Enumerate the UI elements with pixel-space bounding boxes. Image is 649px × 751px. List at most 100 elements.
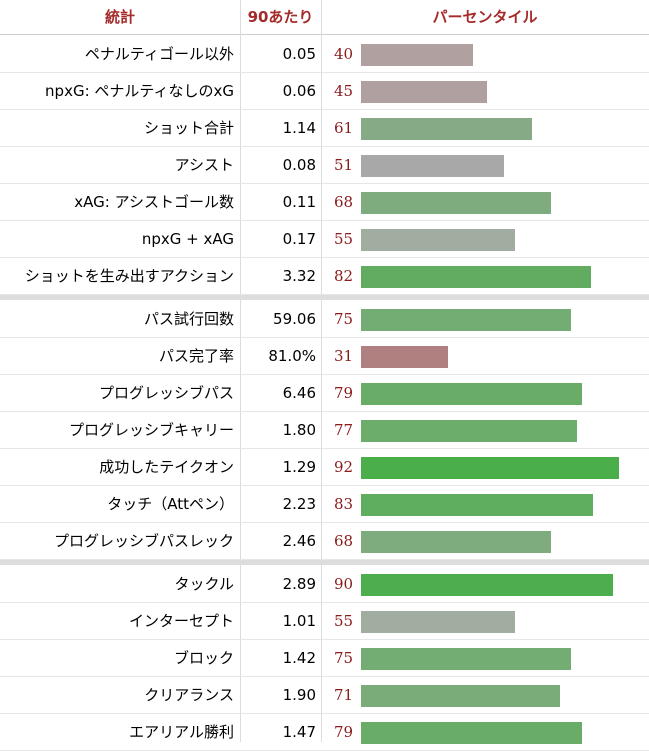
per90-value: 1.14 — [282, 119, 316, 137]
stat-name: プログレッシブパスレック — [53, 532, 234, 550]
table-row: インターセプト 1.01 55 — [0, 603, 649, 640]
table-row: ブロック 1.42 75 — [0, 640, 649, 677]
stat-name: プログレッシブキャリー — [68, 421, 234, 439]
per90-value: 0.11 — [282, 193, 316, 211]
per90-value: 1.29 — [282, 458, 316, 476]
percentile-bar — [361, 685, 560, 707]
percentile-bar — [361, 648, 571, 670]
stat-name: クリアランス — [144, 686, 234, 704]
per90-value: 59.06 — [273, 310, 316, 328]
percentile-value: 79 — [334, 384, 354, 402]
table-row: プログレッシブパス 6.46 79 — [0, 375, 649, 412]
stat-name: パス完了率 — [158, 347, 234, 365]
stat-name: タッチ（Attペン） — [107, 495, 234, 513]
percentile-value: 31 — [334, 347, 354, 365]
per90-value: 1.47 — [282, 723, 316, 741]
stat-name: npxG: ペナルティなしのxG — [45, 82, 234, 100]
percentile-bar — [361, 81, 487, 103]
percentile-value: 68 — [334, 532, 354, 550]
percentile-value: 92 — [334, 458, 354, 476]
table-row: ショット合計 1.14 61 — [0, 110, 649, 147]
stat-name: npxG + xAG — [141, 230, 234, 248]
header-percentile[interactable]: パーセンタイル — [432, 8, 538, 26]
percentile-value: 90 — [334, 575, 354, 593]
table-row: プログレッシブパスレック 2.46 68 — [0, 523, 649, 560]
percentile-bar — [361, 457, 619, 479]
stat-name: ショットを生み出すアクション — [24, 267, 234, 285]
percentile-value: 77 — [334, 421, 354, 439]
percentile-bar — [361, 383, 582, 405]
per90-value: 2.46 — [282, 532, 316, 550]
table-row: パス完了率 81.0% 31 — [0, 338, 649, 375]
percentile-value: 68 — [334, 193, 354, 211]
table-row: エアリアル勝利 1.47 79 — [0, 714, 649, 751]
per90-value: 2.89 — [282, 575, 316, 593]
percentile-value: 40 — [334, 45, 354, 63]
table-row: タッチ（Attペン） 2.23 83 — [0, 486, 649, 523]
per90-value: 81.0% — [268, 347, 316, 365]
percentile-value: 71 — [334, 686, 354, 704]
percentile-bar — [361, 574, 613, 596]
per90-value: 0.06 — [282, 82, 316, 100]
per90-value: 1.80 — [282, 421, 316, 439]
percentile-bar — [361, 44, 473, 66]
percentile-value: 82 — [334, 267, 354, 285]
table-row: タックル 2.89 90 — [0, 566, 649, 603]
table-row: ペナルティゴール以外 0.05 40 — [0, 36, 649, 73]
percentile-bar — [361, 192, 551, 214]
per90-value: 0.17 — [282, 230, 316, 248]
section-separator — [0, 560, 649, 565]
percentile-value: 55 — [334, 230, 354, 248]
percentile-bar — [361, 611, 515, 633]
per90-value: 2.23 — [282, 495, 316, 513]
stat-name: パス試行回数 — [143, 310, 234, 328]
stat-name: xAG: アシストゴール数 — [74, 193, 234, 211]
per90-value: 3.32 — [282, 267, 316, 285]
stat-name: ペナルティゴール以外 — [84, 45, 234, 63]
percentile-value: 51 — [334, 156, 354, 174]
per90-value: 0.05 — [282, 45, 316, 63]
table-row: xAG: アシストゴール数 0.11 68 — [0, 184, 649, 221]
per90-value: 6.46 — [282, 384, 316, 402]
percentile-bar — [361, 155, 504, 177]
stat-name: ショット合計 — [143, 119, 234, 137]
stat-name: タックル — [174, 575, 234, 593]
percentile-bar — [361, 266, 591, 288]
percentile-bar — [361, 229, 515, 251]
per90-value: 1.42 — [282, 649, 316, 667]
percentile-value: 79 — [334, 723, 354, 741]
stat-name: ブロック — [173, 649, 234, 667]
column-divider — [321, 0, 322, 742]
stat-name: エアリアル勝利 — [129, 723, 234, 741]
percentile-bar — [361, 494, 593, 516]
header-stat[interactable]: 統計 — [104, 8, 135, 26]
percentile-bar — [361, 722, 582, 744]
per90-value: 1.90 — [282, 686, 316, 704]
per90-value: 0.08 — [282, 156, 316, 174]
percentile-value: 83 — [334, 495, 354, 513]
table-row: アシスト 0.08 51 — [0, 147, 649, 184]
column-divider — [240, 0, 241, 742]
percentile-value: 75 — [334, 310, 354, 328]
table-row: npxG: ペナルティなしのxG 0.06 45 — [0, 73, 649, 110]
stat-name: インターセプト — [128, 612, 234, 630]
header-per90[interactable]: 90あたり — [247, 8, 314, 26]
percentile-bar — [361, 346, 448, 368]
percentile-bar — [361, 420, 577, 442]
percentile-bar — [361, 118, 532, 140]
table-row: 成功したテイクオン 1.29 92 — [0, 449, 649, 486]
percentile-bar — [361, 531, 551, 553]
percentile-value: 61 — [334, 119, 354, 137]
stat-name: 成功したテイクオン — [99, 458, 234, 476]
table-row: プログレッシブキャリー 1.80 77 — [0, 412, 649, 449]
table-row: npxG + xAG 0.17 55 — [0, 221, 649, 258]
stat-name: アシスト — [174, 156, 234, 174]
percentile-value: 55 — [334, 612, 354, 630]
section-separator — [0, 295, 649, 300]
per90-value: 1.01 — [282, 612, 316, 630]
percentile-bar — [361, 309, 571, 331]
table-row: パス試行回数 59.06 75 — [0, 301, 649, 338]
table-row: ショットを生み出すアクション 3.32 82 — [0, 258, 649, 295]
stat-name: プログレッシブパス — [98, 384, 234, 402]
